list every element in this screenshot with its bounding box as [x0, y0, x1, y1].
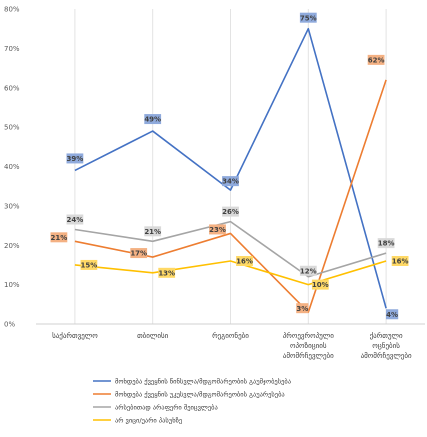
data-label-box	[299, 12, 317, 23]
data-label-box	[386, 309, 399, 320]
y-tick-label: 60%	[4, 84, 20, 92]
series-line-4	[74, 260, 387, 286]
data-label-box	[80, 259, 98, 270]
data-label-box	[50, 232, 68, 243]
data-label: 13%	[158, 269, 175, 277]
data-label-box	[377, 238, 395, 249]
data-label: 3%	[296, 305, 308, 313]
legend-entry: მოხდება ქვეყნის უკუსვლა/მდგომარეობის გაუ…	[115, 389, 285, 398]
data-label: 18%	[378, 240, 395, 248]
data-label-box	[222, 176, 239, 187]
y-tick-label: 80%	[4, 6, 20, 14]
data-label-box	[66, 214, 84, 225]
data-label: 62%	[368, 56, 385, 64]
data-label: 10%	[312, 281, 329, 289]
data-label: 49%	[144, 116, 161, 124]
y-tick-label: 0%	[4, 321, 15, 329]
data-label: 17%	[130, 250, 147, 258]
data-label-box	[158, 267, 176, 278]
x-tick-label: ამომრჩევლები	[283, 351, 334, 360]
data-label-box	[222, 206, 239, 217]
data-label-box	[296, 303, 309, 314]
y-tick-label: 10%	[4, 281, 20, 289]
data-label: 26%	[222, 208, 239, 216]
data-label-box	[144, 114, 162, 125]
x-tick-label: საქართველო	[52, 331, 98, 340]
x-tick-label: ოცნების	[372, 342, 400, 350]
data-label: 75%	[300, 14, 317, 22]
x-tick-label: რეგიონები	[212, 331, 249, 340]
data-label: 16%	[236, 258, 253, 266]
data-label: 21%	[144, 228, 161, 236]
data-label: 21%	[51, 234, 68, 242]
legend-entry: არ ვიცი/უარი პასუხზე	[115, 415, 182, 424]
legend-entry: მოხდება ქვეყნის წინსვლა/მდგომარეობის გაუ…	[115, 376, 291, 385]
series-line-1	[74, 27, 387, 309]
data-label: 15%	[81, 262, 98, 270]
y-tick-label: 50%	[4, 124, 20, 132]
y-tick-label: 40%	[4, 163, 20, 171]
data-label: 34%	[222, 178, 239, 186]
x-tick-label: ოპოზიციის	[290, 342, 327, 350]
data-label-box	[236, 256, 253, 266]
series-line-2	[74, 79, 387, 313]
y-tick-label: 70%	[4, 45, 20, 53]
data-label-box	[311, 279, 329, 290]
data-label-box	[391, 256, 409, 266]
data-label-box	[367, 54, 385, 65]
legend-entry: არსებითად არაფერი შეიცვლება	[115, 402, 218, 411]
data-label-box	[144, 226, 162, 237]
data-label: 4%	[386, 311, 398, 319]
y-tick-label: 30%	[4, 202, 20, 210]
series-line-3	[74, 220, 387, 278]
data-label-box	[66, 153, 84, 164]
data-label-box	[209, 224, 226, 235]
x-tick-label: პროევროპული	[283, 331, 335, 340]
data-label: 16%	[392, 258, 409, 266]
data-label: 12%	[300, 267, 317, 275]
data-label: 23%	[209, 226, 226, 234]
x-tick-label: თბილისი	[137, 332, 169, 340]
x-tick-label: ამომრჩევლები	[361, 351, 412, 360]
x-tick-label: ქართული	[370, 331, 403, 340]
data-label: 24%	[67, 216, 84, 224]
y-tick-label: 20%	[4, 242, 20, 250]
data-label-box	[130, 248, 148, 259]
data-label: 39%	[67, 155, 84, 163]
data-label-box	[299, 265, 317, 276]
